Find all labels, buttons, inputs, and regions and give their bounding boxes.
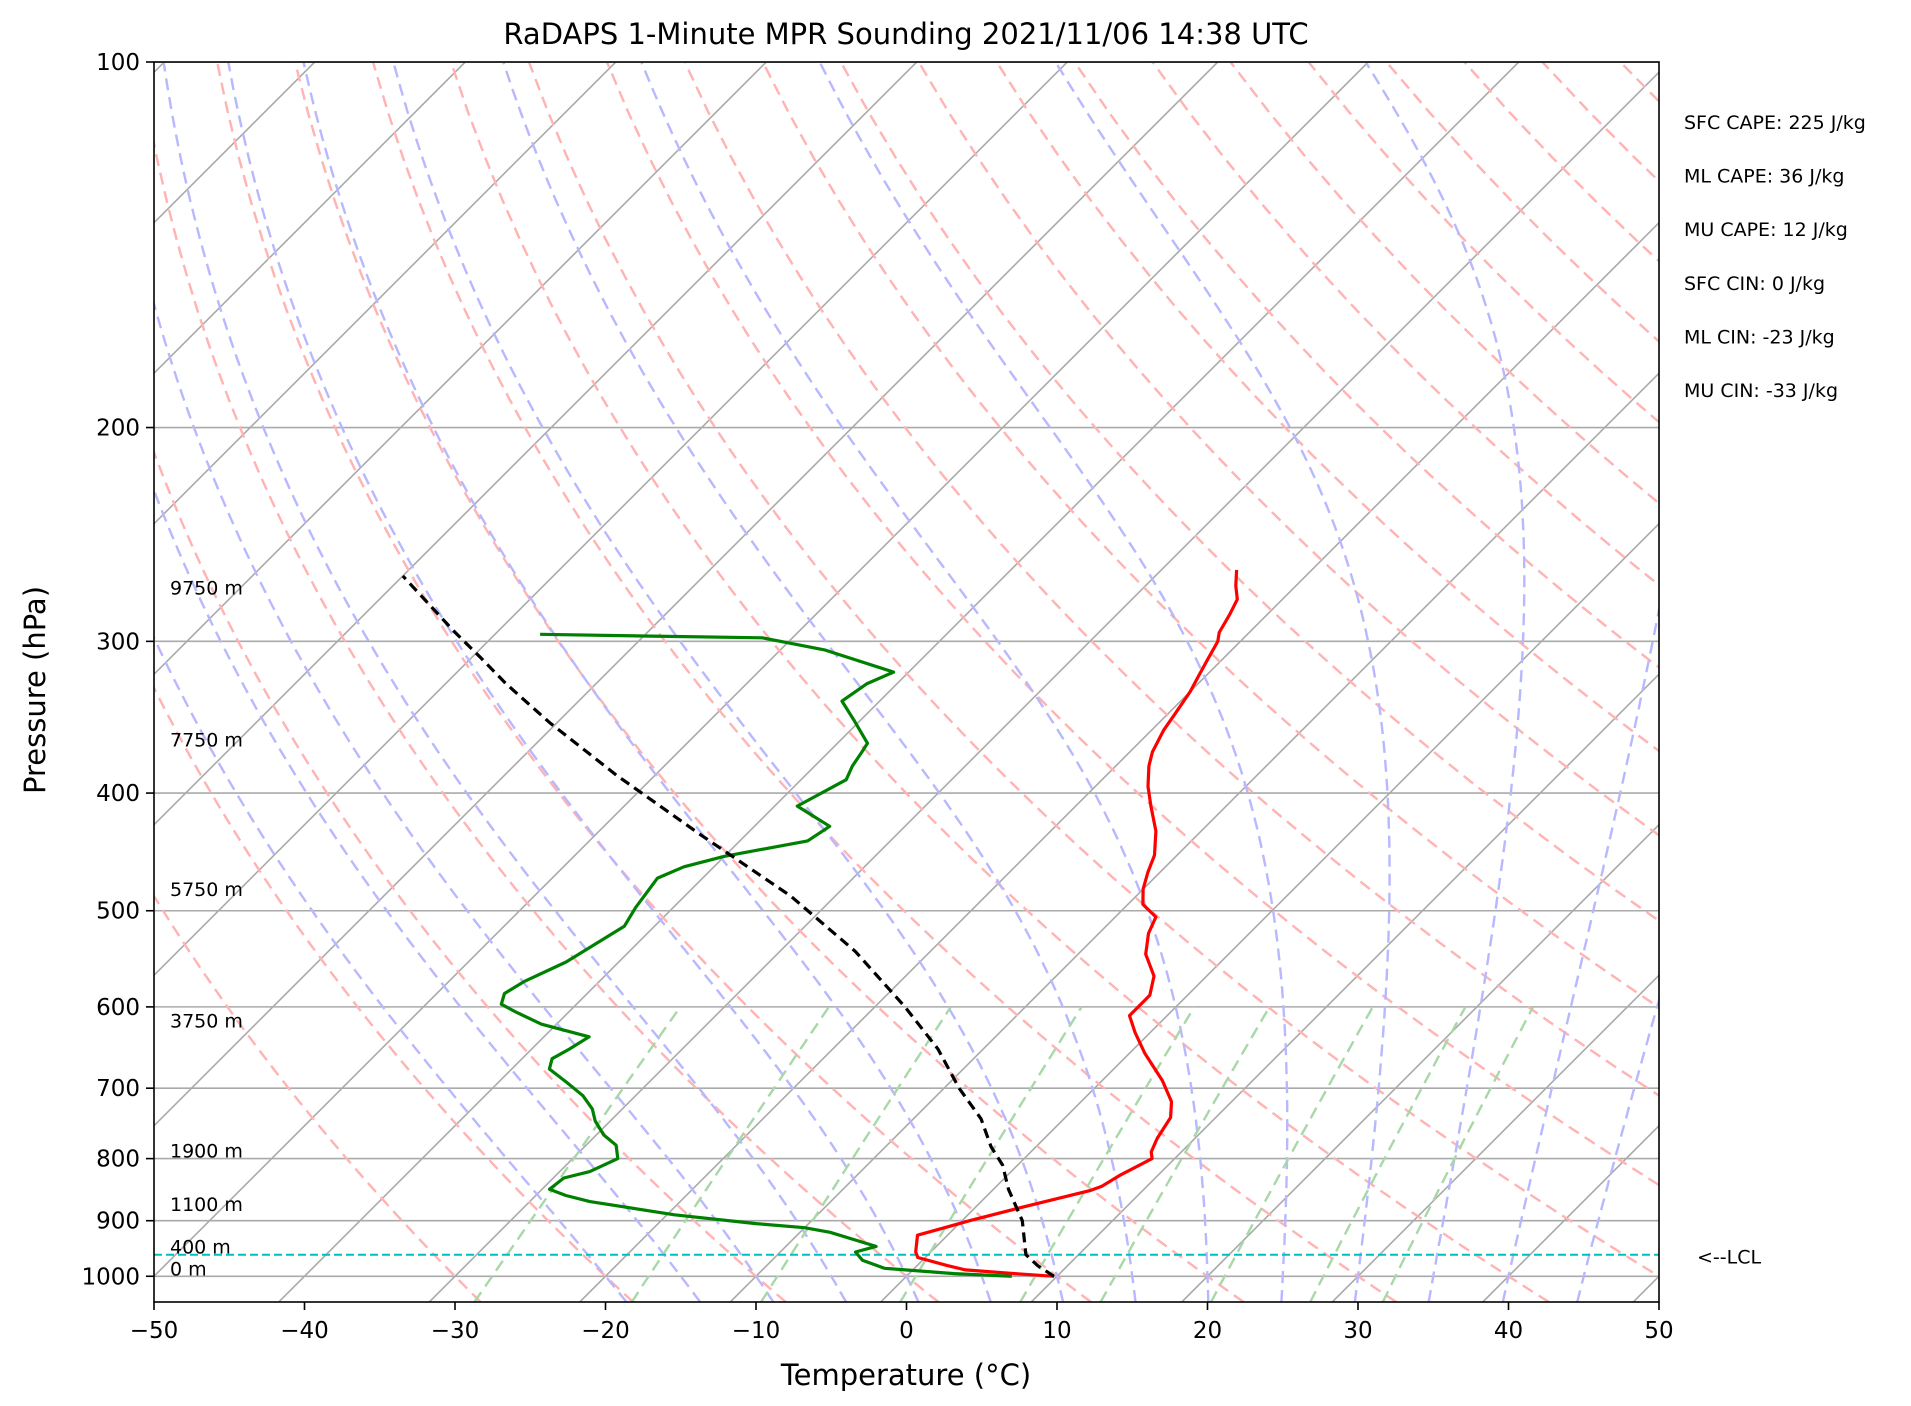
mixing-ratio-line (1099, 1006, 1271, 1302)
x-tick-label: 10 (1042, 1318, 1071, 1344)
dry-adiabat (215, 62, 1092, 1302)
y-tick-label: 700 (96, 1076, 140, 1102)
moist-adiabat (818, 62, 1289, 1302)
height-label: 7750 m (170, 730, 243, 752)
temperature-line (914, 569, 1239, 1278)
mixing-ratio-line (1381, 1006, 1535, 1302)
isotherm-gridline (1331, 974, 1659, 1302)
dry-adiabat (839, 62, 1659, 923)
moist-adiabat (162, 62, 848, 1302)
isotherm-gridline (154, 62, 466, 375)
mixing-ratio-line (1309, 1006, 1467, 1302)
isotherm-gridline (880, 522, 1659, 1302)
dry-adiabat (683, 62, 1659, 1097)
axes: −50 −40 −30 −20 −10 0 10 20 30 40 50 100 200 300 400 50… (81, 50, 1673, 1344)
parcel-line (401, 574, 1055, 1278)
y-tick-label: 900 (96, 1209, 140, 1235)
moist-adiabat (227, 62, 920, 1302)
parameter-annotation: SFC CAPE: 225 J/kg (1684, 112, 1866, 134)
moist-adiabat (154, 299, 775, 1302)
mixing-ratio-line (473, 1006, 682, 1302)
x-tick-label: 30 (1343, 1318, 1372, 1344)
y-tick-label: 800 (96, 1147, 140, 1173)
x-tick-label: −10 (732, 1318, 781, 1344)
y-tick-label: 1000 (81, 1264, 140, 1290)
x-tick-label: 40 (1494, 1318, 1523, 1344)
height-label: 0 m (170, 1258, 207, 1280)
isotherm-gridline (154, 62, 1369, 1278)
moist-adiabat (302, 62, 992, 1302)
isotherm-gridline (154, 62, 617, 525)
isotherm-gridline (154, 62, 918, 826)
dry-adiabat (605, 62, 1659, 1187)
x-tick-label: −20 (581, 1318, 630, 1344)
mixing-ratio-line (760, 1006, 952, 1302)
parameter-annotation: MU CAPE: 12 J/kg (1684, 219, 1848, 241)
x-axis-label: Temperature (°C) (780, 1358, 1031, 1392)
isotherm-gridline (154, 62, 1219, 1127)
dry-adiabat (1151, 62, 1659, 587)
moist-adiabat (1054, 62, 1391, 1302)
dry-adiabat (995, 62, 1659, 753)
moist-adiabat (1364, 62, 1526, 1302)
moist-adiabat (1501, 603, 1659, 1302)
dry-adiabat (1073, 62, 1659, 669)
chart-title: RaDAPS 1-Minute MPR Sounding 2021/11/06 … (503, 17, 1308, 51)
moist-adiabat (154, 487, 702, 1302)
moist-adiabat (392, 62, 1065, 1302)
x-tick-label: 20 (1193, 1318, 1222, 1344)
moist-adiabat (502, 62, 1137, 1302)
height-label: 1900 m (170, 1141, 243, 1163)
x-tick-label: −40 (280, 1318, 329, 1344)
dry-adiabat (154, 685, 635, 1302)
background-lines (154, 62, 1659, 1302)
lcl-label: <--LCL (1697, 1247, 1761, 1269)
y-tick-label: 300 (96, 629, 140, 655)
sounding-traces (154, 569, 1659, 1278)
y-tick-label: 500 (96, 899, 140, 925)
y-tick-label: 200 (96, 416, 140, 442)
height-label: 3750 m (170, 1010, 243, 1032)
dry-adiabat (761, 62, 1659, 1009)
dry-adiabat (154, 137, 940, 1302)
y-axis-label: Pressure (hPa) (18, 586, 52, 794)
dewpoint-line (499, 632, 1012, 1278)
mixing-ratio-line (1019, 1006, 1196, 1302)
x-tick-label: 0 (899, 1318, 914, 1344)
isotherm-gridline (1030, 673, 1659, 1302)
mixing-ratio-line (899, 1006, 1083, 1302)
dry-adiabat (371, 62, 1397, 1302)
isotherm-gridline (428, 71, 1659, 1302)
isotherm-gridline (154, 62, 767, 676)
isotherm-gridline (154, 62, 1068, 977)
height-label: 400 m (170, 1237, 231, 1259)
x-tick-label: −30 (431, 1318, 480, 1344)
parameter-annotation: ML CIN: -23 J/kg (1684, 326, 1835, 348)
mixing-ratio-line (1209, 1006, 1374, 1302)
height-label: 1100 m (170, 1194, 243, 1216)
mixing-ratio-line (630, 1006, 830, 1302)
parameter-annotation: ML CAPE: 36 J/kg (1684, 166, 1844, 188)
y-tick-label: 600 (96, 995, 140, 1021)
isotherm-gridline (1181, 823, 1659, 1302)
y-tick-label: 400 (96, 781, 140, 807)
height-label: 9750 m (170, 577, 243, 599)
parameter-annotation: SFC CIN: 0 J/kg (1684, 273, 1825, 295)
dry-adiabat (154, 893, 482, 1302)
y-tick-label: 100 (96, 50, 140, 76)
dry-adiabat (154, 448, 787, 1302)
moist-adiabat (640, 62, 1210, 1302)
isotherm-gridline (579, 221, 1659, 1302)
x-tick-label: 50 (1644, 1318, 1673, 1344)
dry-adiabat (293, 62, 1245, 1302)
dry-adiabat (527, 62, 1659, 1278)
dry-adiabat (449, 62, 1550, 1302)
height-label: 5750 m (170, 879, 243, 901)
parameter-annotation: MU CIN: -33 J/kg (1684, 380, 1838, 402)
isotherm-gridline (278, 62, 1520, 1302)
x-tick-label: −50 (130, 1318, 179, 1344)
